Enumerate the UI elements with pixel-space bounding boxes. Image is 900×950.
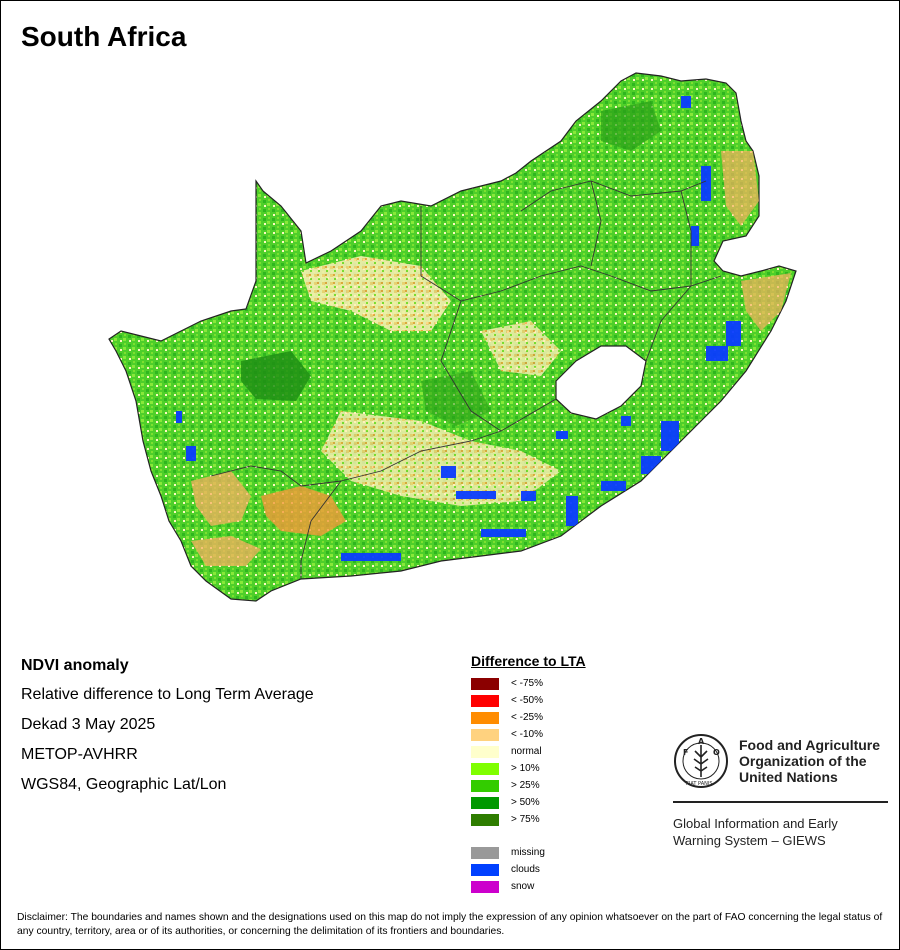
- province-boundaries: [210, 180, 722, 579]
- legend-swatch: [471, 694, 499, 707]
- legend-swatch: [471, 762, 499, 775]
- legend-item: > 25%: [471, 777, 586, 794]
- legend-item: > 75%: [471, 811, 586, 828]
- legend-label: missing: [511, 847, 545, 858]
- legend-label: clouds: [511, 864, 540, 875]
- legend-item: clouds: [471, 861, 586, 878]
- logo-letter-f: F: [683, 748, 688, 757]
- legend-swatch: [471, 880, 499, 893]
- logo-letter-o: O: [713, 748, 720, 757]
- legend-item: < -25%: [471, 709, 586, 726]
- fao-logo: F A O FIAT PANIS: [674, 734, 728, 788]
- organization-name: Food and Agriculture Organization of the…: [739, 737, 881, 785]
- legend-label: < -25%: [511, 712, 543, 723]
- legend-swatch: [471, 863, 499, 876]
- legend-label: normal: [511, 746, 542, 757]
- period-label: Dekad 3 May 2025: [21, 716, 156, 733]
- legend-item: > 50%: [471, 794, 586, 811]
- legend-label: > 25%: [511, 780, 540, 791]
- anomaly-patches: [176, 96, 791, 566]
- legend-item: < -75%: [471, 675, 586, 692]
- projection-label: WGS84, Geographic Lat/Lon: [21, 776, 227, 793]
- country-map: [108, 72, 797, 602]
- legend-label: > 75%: [511, 814, 540, 825]
- legend-swatch: [471, 728, 499, 741]
- legend-item: normal: [471, 743, 586, 760]
- legend: Difference to LTA < -75% < -50% < -25% < -1…: [471, 653, 586, 895]
- legend-swatch: [471, 846, 499, 859]
- disclaimer: Disclaimer: The boundaries and names sho…: [17, 912, 883, 937]
- legend-item: < -50%: [471, 692, 586, 709]
- legend-label: > 50%: [511, 797, 540, 808]
- product-description: Relative difference to Long Term Average: [21, 686, 314, 703]
- divider: [673, 801, 888, 803]
- legend-item: missing: [471, 844, 586, 861]
- legend-swatch: [471, 796, 499, 809]
- map-info: NDVI anomaly Relative difference to Long…: [21, 657, 314, 806]
- legend-label: < -50%: [511, 695, 543, 706]
- legend-label: < -10%: [511, 729, 543, 740]
- legend-item: snow: [471, 878, 586, 895]
- product-name: NDVI anomaly: [21, 657, 129, 674]
- legend-label: snow: [511, 881, 535, 892]
- legend-item: < -10%: [471, 726, 586, 743]
- legend-label: < -75%: [511, 678, 543, 689]
- ndvi-anomaly-map: [101, 66, 811, 611]
- legend-extra-items: missing clouds snow: [471, 844, 586, 895]
- legend-swatch: [471, 711, 499, 724]
- legend-title: Difference to LTA: [471, 653, 586, 669]
- legend-swatch: [471, 745, 499, 758]
- legend-items: < -75% < -50% < -25% < -10% normal > 10% > 25%…: [471, 675, 586, 828]
- legend-label: > 10%: [511, 763, 540, 774]
- logo-letter-a: A: [698, 737, 705, 746]
- lesotho-enclave: [555, 345, 647, 420]
- legend-swatch: [471, 779, 499, 792]
- sensor-label: METOP-AVHRR: [21, 746, 138, 763]
- legend-item: > 10%: [471, 760, 586, 777]
- legend-swatch: [471, 813, 499, 826]
- map-title: South Africa: [21, 21, 187, 52]
- legend-swatch: [471, 677, 499, 690]
- country-shape: [108, 72, 797, 602]
- logo-motto: FIAT PANIS: [686, 781, 713, 787]
- giews-label: Global Information and Early Warning Sys…: [673, 816, 838, 848]
